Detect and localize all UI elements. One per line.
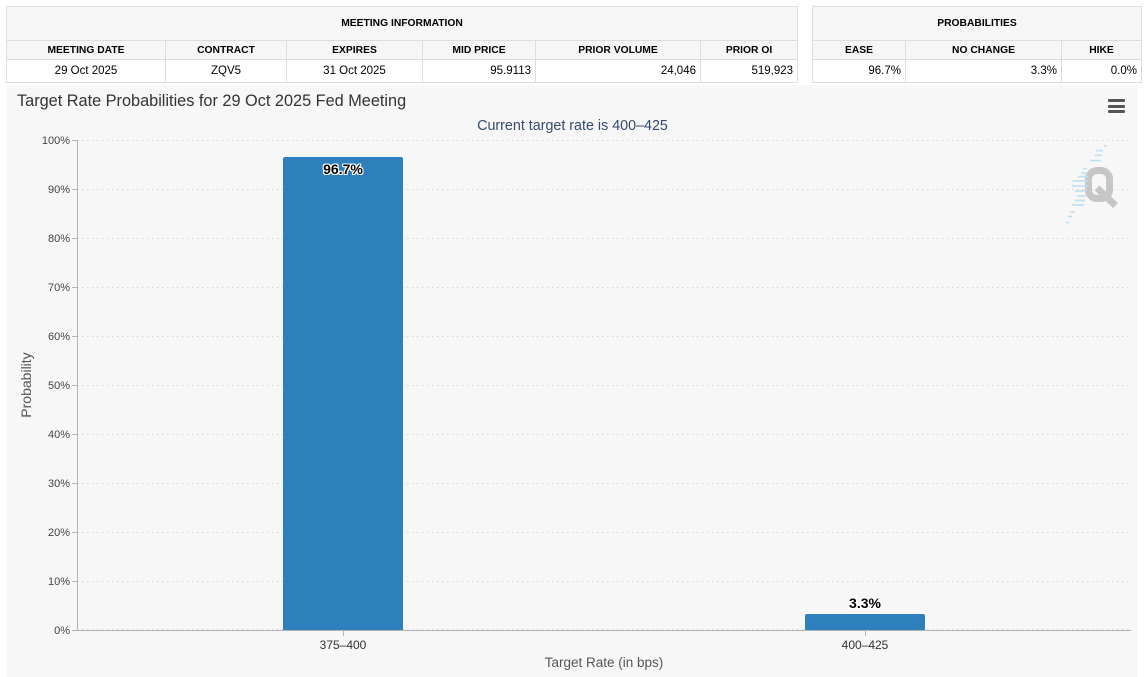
svg-text:Probability: Probability [18,352,34,417]
svg-text:50%: 50% [48,380,70,392]
svg-text:30%: 30% [48,478,70,490]
svg-text:90%: 90% [48,184,70,196]
svg-text:60%: 60% [48,331,70,343]
svg-text:375–400: 375–400 [320,638,367,652]
svg-text:400–425: 400–425 [842,638,889,652]
svg-text:100%: 100% [42,135,70,147]
svg-text:20%: 20% [48,527,70,539]
svg-text:Target Rate (in bps): Target Rate (in bps) [545,655,664,670]
svg-text:0%: 0% [54,625,70,637]
svg-text:10%: 10% [48,576,70,588]
svg-text:80%: 80% [48,233,70,245]
svg-text:70%: 70% [48,282,70,294]
svg-text:40%: 40% [48,429,70,441]
